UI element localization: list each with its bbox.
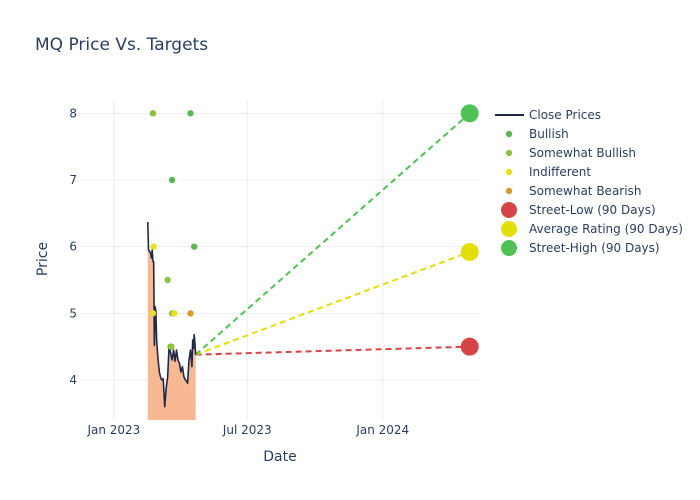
close-price-area [147, 222, 196, 420]
legend-swatch-dot [505, 187, 513, 195]
target-marker-average-rating-90-days [460, 243, 479, 261]
x-tick-label: Jul 2023 [222, 423, 272, 437]
rating-point-bullish [190, 243, 198, 250]
legend-item-somewhat-bearish[interactable]: Somewhat Bearish [505, 184, 642, 198]
y-tick-label: 7 [69, 173, 77, 187]
legend-label: Average Rating (90 Days) [529, 222, 683, 236]
target-marker-street-low-90-days [460, 337, 479, 356]
y-tick-label: 4 [69, 373, 77, 387]
legend-label: Indifferent [529, 165, 591, 179]
x-tick-label: Jan 2024 [355, 423, 409, 437]
rating-point-bullish [168, 176, 176, 184]
legend-label: Street-Low (90 Days) [529, 203, 656, 217]
legend-label: Somewhat Bearish [529, 184, 641, 198]
y-tick-label: 6 [69, 240, 77, 254]
legend-item-close-prices[interactable]: Close Prices [495, 108, 601, 122]
legend-swatch-marker [501, 221, 517, 237]
legend-swatch-dot [505, 149, 513, 157]
y-tick-label: 5 [69, 306, 77, 320]
target-line-street-high-90-days [194, 112, 471, 356]
x-tick-label: Jan 2023 [86, 423, 140, 437]
rating-point-indifferent [149, 310, 157, 317]
rating-point-indifferent [150, 243, 157, 250]
x-axis-title: Date [263, 449, 296, 465]
target-line-street-low-90-days [195, 345, 470, 356]
legend-swatch-marker [501, 240, 517, 256]
y-tick-label: 8 [69, 106, 77, 120]
legend-item-indifferent[interactable]: Indifferent [505, 165, 592, 179]
legend-label: Somewhat Bullish [529, 146, 636, 160]
rating-point-bullish [187, 110, 194, 117]
legend-swatch-dot [505, 130, 513, 138]
target-line-average-rating-90-days [195, 251, 471, 356]
axis-layer: 4 5 6 7 8 Jan 2023 Jul 2023 Jan 2024 [69, 106, 409, 437]
legend-item-bullish[interactable]: Bullish [505, 127, 569, 141]
legend-item-street-high-90-days[interactable]: Street-High (90 Days) [501, 240, 660, 256]
legend-swatch-marker [501, 202, 517, 218]
target-marker-street-high-90-days [460, 104, 479, 123]
legend-item-somewhat-bullish[interactable]: Somewhat Bullish [505, 146, 636, 160]
rating-point-somewhat-bullish [168, 343, 175, 350]
chart-title: MQ Price Vs. Targets [35, 35, 208, 55]
rating-point-somewhat-bullish [149, 110, 157, 117]
y-axis-title: Price [35, 242, 51, 276]
legend-item-average-rating-90-days[interactable]: Average Rating (90 Days) [501, 221, 683, 237]
grid-layer [80, 100, 480, 420]
rating-point-somewhat-bearish [187, 310, 194, 317]
plot-layer [146, 104, 479, 420]
legend-label: Close Prices [529, 108, 601, 122]
rating-point-somewhat-bullish [164, 276, 171, 284]
legend[interactable]: Close Prices Bullish Somewhat Bullish Indif… [495, 108, 683, 256]
legend-label: Street-High (90 Days) [529, 241, 660, 255]
legend-label: Bullish [529, 127, 569, 141]
rating-point-indifferent [171, 310, 178, 317]
legend-swatch-dot [505, 168, 513, 176]
legend-item-street-low-90-days[interactable]: Street-Low (90 Days) [501, 202, 656, 218]
